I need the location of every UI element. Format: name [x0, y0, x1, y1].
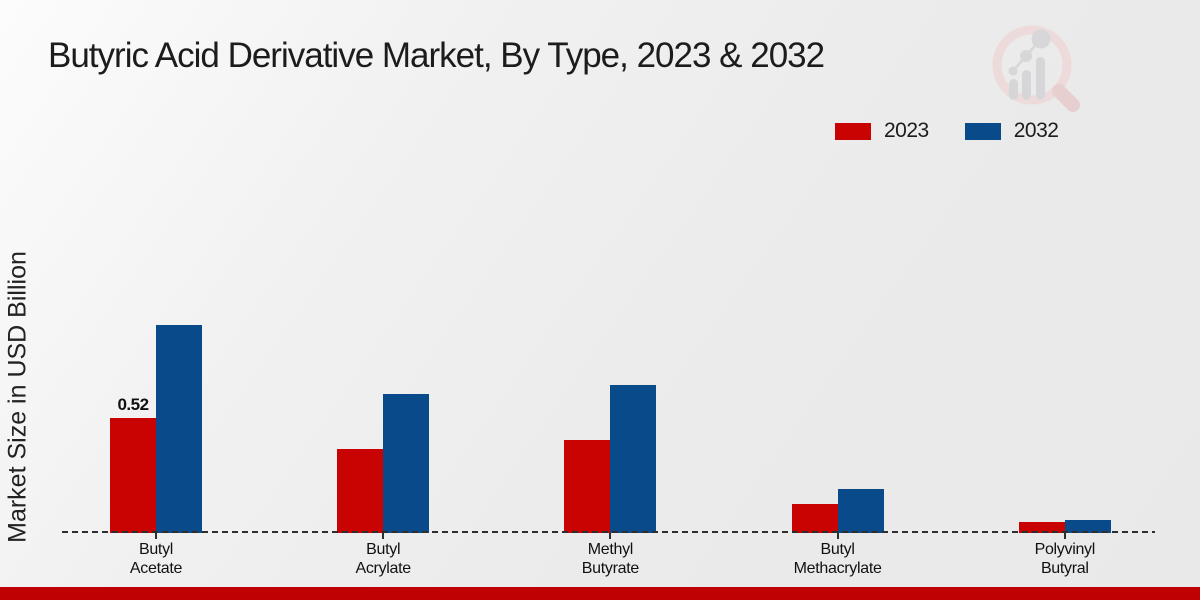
bar-value-label: 0.52 — [117, 395, 149, 414]
bar-2023-methyl-butyrate — [564, 440, 611, 533]
x-axis-dashed-line — [62, 531, 1155, 533]
bar-2032-polyvinyl-butyral — [1064, 520, 1111, 533]
x-tick-label-butyl-acrylate: Butyl Acrylate — [355, 541, 411, 577]
x-tick-label-polyvinyl-butyral: Polyvinyl Butyral — [1034, 541, 1096, 577]
bar-2023-butyl-methacrylate — [791, 504, 838, 533]
bar-2032-butyl-methacrylate — [837, 489, 884, 533]
footer-accent-bar — [0, 587, 1200, 600]
legend-swatch-2023 — [835, 122, 871, 140]
x-axis-tick-methyl-butyrate — [609, 533, 612, 539]
x-tick-label-butyl-acetate: Butyl Acetate — [129, 541, 183, 577]
bar-2032-butyl-acrylate — [383, 394, 430, 533]
bar-2023-butyl-acetate — [110, 418, 156, 533]
x-tick-label-butyl-methacrylate: Butyl Methacrylate — [793, 541, 882, 577]
x-axis-tick-butyl-acrylate — [382, 533, 385, 539]
legend-label-2032: 2032 — [1013, 119, 1059, 142]
x-tick-label-methyl-butyrate: Methyl Butyrate — [581, 541, 639, 577]
legend-label-2023: 2023 — [884, 119, 929, 142]
legend: 2023 2032 — [835, 119, 1059, 143]
y-axis-label: Market Size in USD Billion — [3, 251, 32, 543]
x-axis-tick-butyl-acetate — [155, 533, 157, 539]
x-axis-tick-butyl-methacrylate — [836, 533, 839, 539]
magnifier-bar-chart-logo-icon — [992, 25, 1080, 112]
legend-item-2023: 2023 — [835, 119, 929, 143]
bar-2032-methyl-butyrate — [610, 385, 657, 533]
bar-2023-polyvinyl-butyral — [1018, 522, 1065, 533]
bar-2023-butyl-acrylate — [337, 449, 384, 533]
bar-2032-butyl-acetate — [156, 325, 202, 533]
chart-title: Butyric Acid Derivative Market, By Type,… — [48, 36, 825, 75]
legend-item-2032: 2032 — [964, 119, 1059, 143]
legend-swatch-2032 — [964, 122, 1001, 140]
x-axis-tick-polyvinyl-butyral — [1063, 533, 1066, 539]
